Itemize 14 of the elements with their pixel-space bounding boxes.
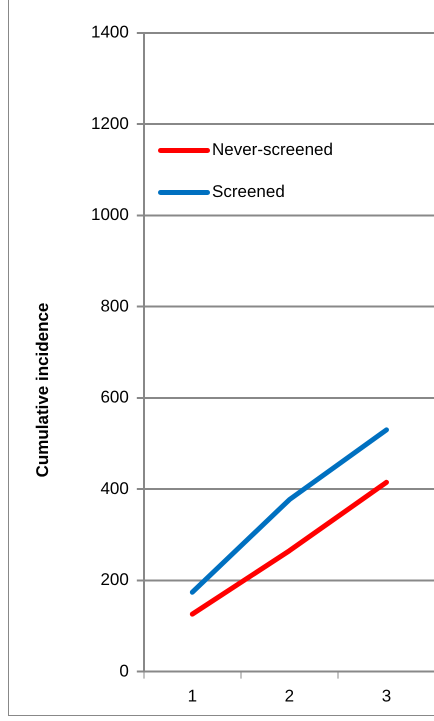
legend-label: Never-screened bbox=[212, 140, 333, 160]
y-tick-label: 600 bbox=[100, 388, 129, 407]
y-tick-label: 1000 bbox=[90, 205, 129, 224]
y-tick-label: 800 bbox=[100, 296, 129, 316]
x-tick-label: 2 bbox=[284, 686, 294, 706]
x-tick-label: 1 bbox=[188, 686, 198, 706]
y-tick-label: 0 bbox=[119, 661, 129, 680]
y-tick-label: 400 bbox=[100, 478, 129, 498]
y-axis-title: Cumulative incidence bbox=[33, 302, 53, 478]
x-tick-label: 3 bbox=[382, 686, 392, 706]
legend-label: Screened bbox=[212, 182, 285, 202]
y-tick-label: 200 bbox=[100, 570, 129, 590]
y-tick-label: 1400 bbox=[90, 22, 129, 42]
y-tick-label: 1200 bbox=[90, 114, 129, 133]
